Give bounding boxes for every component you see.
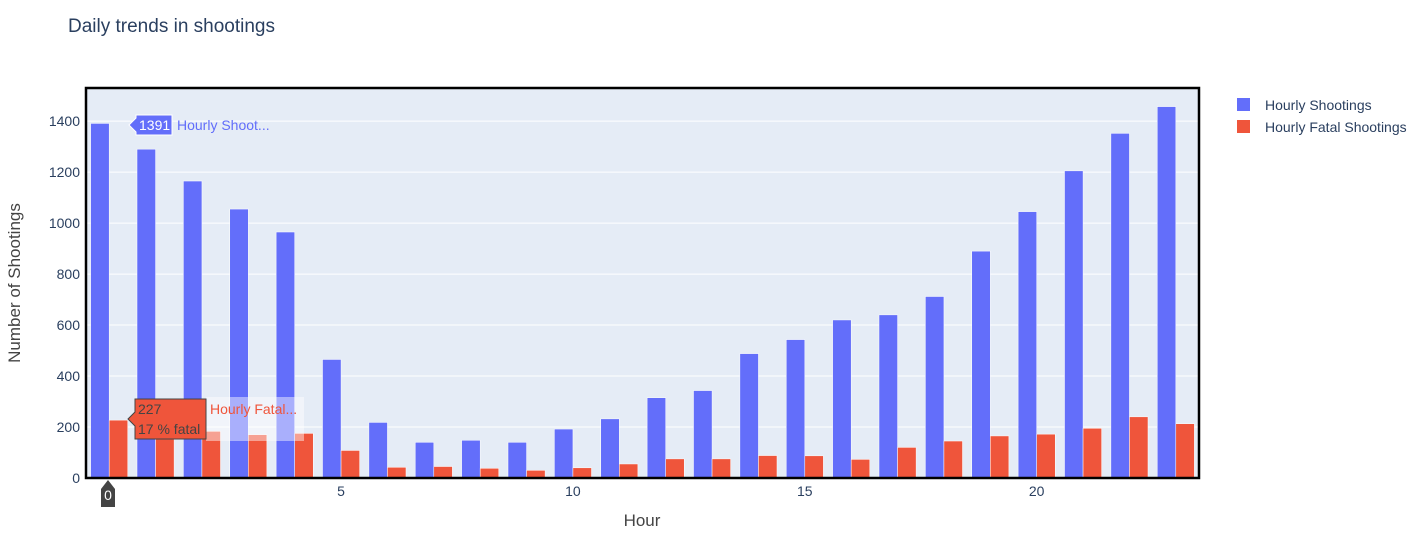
bar-fatal[interactable] [711, 458, 731, 479]
bar-fatal[interactable] [340, 450, 360, 479]
bar-shootings[interactable] [739, 353, 759, 479]
y-axis-title: Number of Shootings [5, 203, 24, 363]
gridlines [86, 120, 1199, 428]
x-axis-title: Hour [624, 511, 661, 530]
bar-shootings[interactable] [507, 442, 527, 479]
x-tick-label: 10 [565, 483, 581, 499]
bar-fatal[interactable] [155, 433, 175, 479]
x-tick-label: 15 [797, 483, 813, 499]
x-tick-label: 20 [1029, 483, 1045, 499]
bar-fatal[interactable] [943, 440, 963, 479]
bar-fatal[interactable] [433, 466, 453, 479]
hover-x-label: 0 [101, 480, 115, 507]
hover-fatal-value: 227 [138, 401, 162, 417]
bar-fatal[interactable] [387, 467, 407, 479]
bar-fatal[interactable] [850, 459, 870, 479]
hover-shootings-name: Hourly Shoot... [177, 117, 270, 133]
chart-title: Daily trends in shootings [68, 16, 275, 37]
y-tick-label: 600 [57, 317, 81, 333]
y-tick-label: 0 [72, 470, 80, 486]
legend[interactable]: Hourly Shootings Hourly Fatal Shootings [1237, 97, 1407, 135]
y-axis-ticks: 0 200 400 600 800 1000 1200 1400 [49, 113, 80, 486]
plot-area [86, 88, 1199, 478]
x-tick-label: 5 [337, 483, 345, 499]
bar-shootings[interactable] [554, 428, 574, 479]
hover-label-fatal: 227 17 % fatal Hourly Fatal... [127, 397, 304, 441]
bar-shootings[interactable] [832, 319, 852, 479]
x-axis-ticks: 5 10 15 20 [337, 483, 1045, 499]
legend-label-shootings[interactable]: Hourly Shootings [1265, 97, 1372, 113]
bar-fatal[interactable] [1036, 433, 1056, 479]
bar-shootings[interactable] [786, 339, 806, 479]
y-tick-label: 200 [57, 419, 81, 435]
bar-fatal[interactable] [1129, 416, 1149, 479]
hover-fatal-pct: 17 % fatal [138, 421, 200, 437]
bar-shootings[interactable] [415, 442, 435, 479]
bar-fatal[interactable] [1175, 423, 1195, 479]
bar-fatal[interactable] [1082, 428, 1102, 479]
y-tick-label: 400 [57, 368, 81, 384]
y-tick-label: 800 [57, 266, 81, 282]
y-tick-label: 1400 [49, 113, 80, 129]
bar-shootings[interactable] [90, 123, 110, 479]
bar-shootings[interactable] [1017, 211, 1037, 479]
bar-shootings[interactable] [322, 359, 342, 479]
bar-shootings[interactable] [1157, 106, 1177, 479]
legend-label-fatal[interactable]: Hourly Fatal Shootings [1265, 119, 1407, 135]
bar-fatal[interactable] [990, 435, 1010, 479]
bar-fatal[interactable] [758, 455, 778, 479]
bar-fatal[interactable] [804, 455, 824, 479]
hover-x-value: 0 [104, 487, 112, 503]
bar-fatal[interactable] [248, 434, 268, 479]
bar-shootings[interactable] [600, 418, 620, 479]
bar-fatal[interactable] [619, 463, 639, 479]
bar-shootings[interactable] [275, 231, 295, 479]
bar-shootings[interactable] [1110, 133, 1130, 479]
bar-fatal[interactable] [108, 419, 128, 479]
bar-shootings[interactable] [646, 397, 666, 479]
y-tick-label: 1000 [49, 215, 80, 231]
bar-shootings[interactable] [368, 422, 388, 479]
bar-fatal[interactable] [897, 447, 917, 479]
bar-fatal[interactable] [572, 467, 592, 479]
plot-border [84, 86, 1201, 480]
bar-shootings[interactable] [693, 390, 713, 479]
legend-swatch-fatal[interactable] [1237, 120, 1250, 133]
bar-shootings[interactable] [925, 296, 945, 479]
hover-fatal-name: Hourly Fatal... [210, 401, 297, 417]
bar-shootings[interactable] [461, 440, 481, 479]
hover-shootings-value: 1391 [139, 117, 170, 133]
bar-fatal[interactable] [665, 458, 685, 479]
bar-fatal[interactable] [479, 468, 499, 479]
y-tick-label: 1200 [49, 164, 80, 180]
bar-shootings[interactable] [1064, 170, 1084, 479]
bar-shootings[interactable] [878, 314, 898, 479]
hover-label-shootings: 1391 Hourly Shoot... [128, 114, 270, 136]
legend-swatch-shootings[interactable] [1237, 98, 1250, 111]
bar-shootings[interactable] [971, 250, 991, 479]
